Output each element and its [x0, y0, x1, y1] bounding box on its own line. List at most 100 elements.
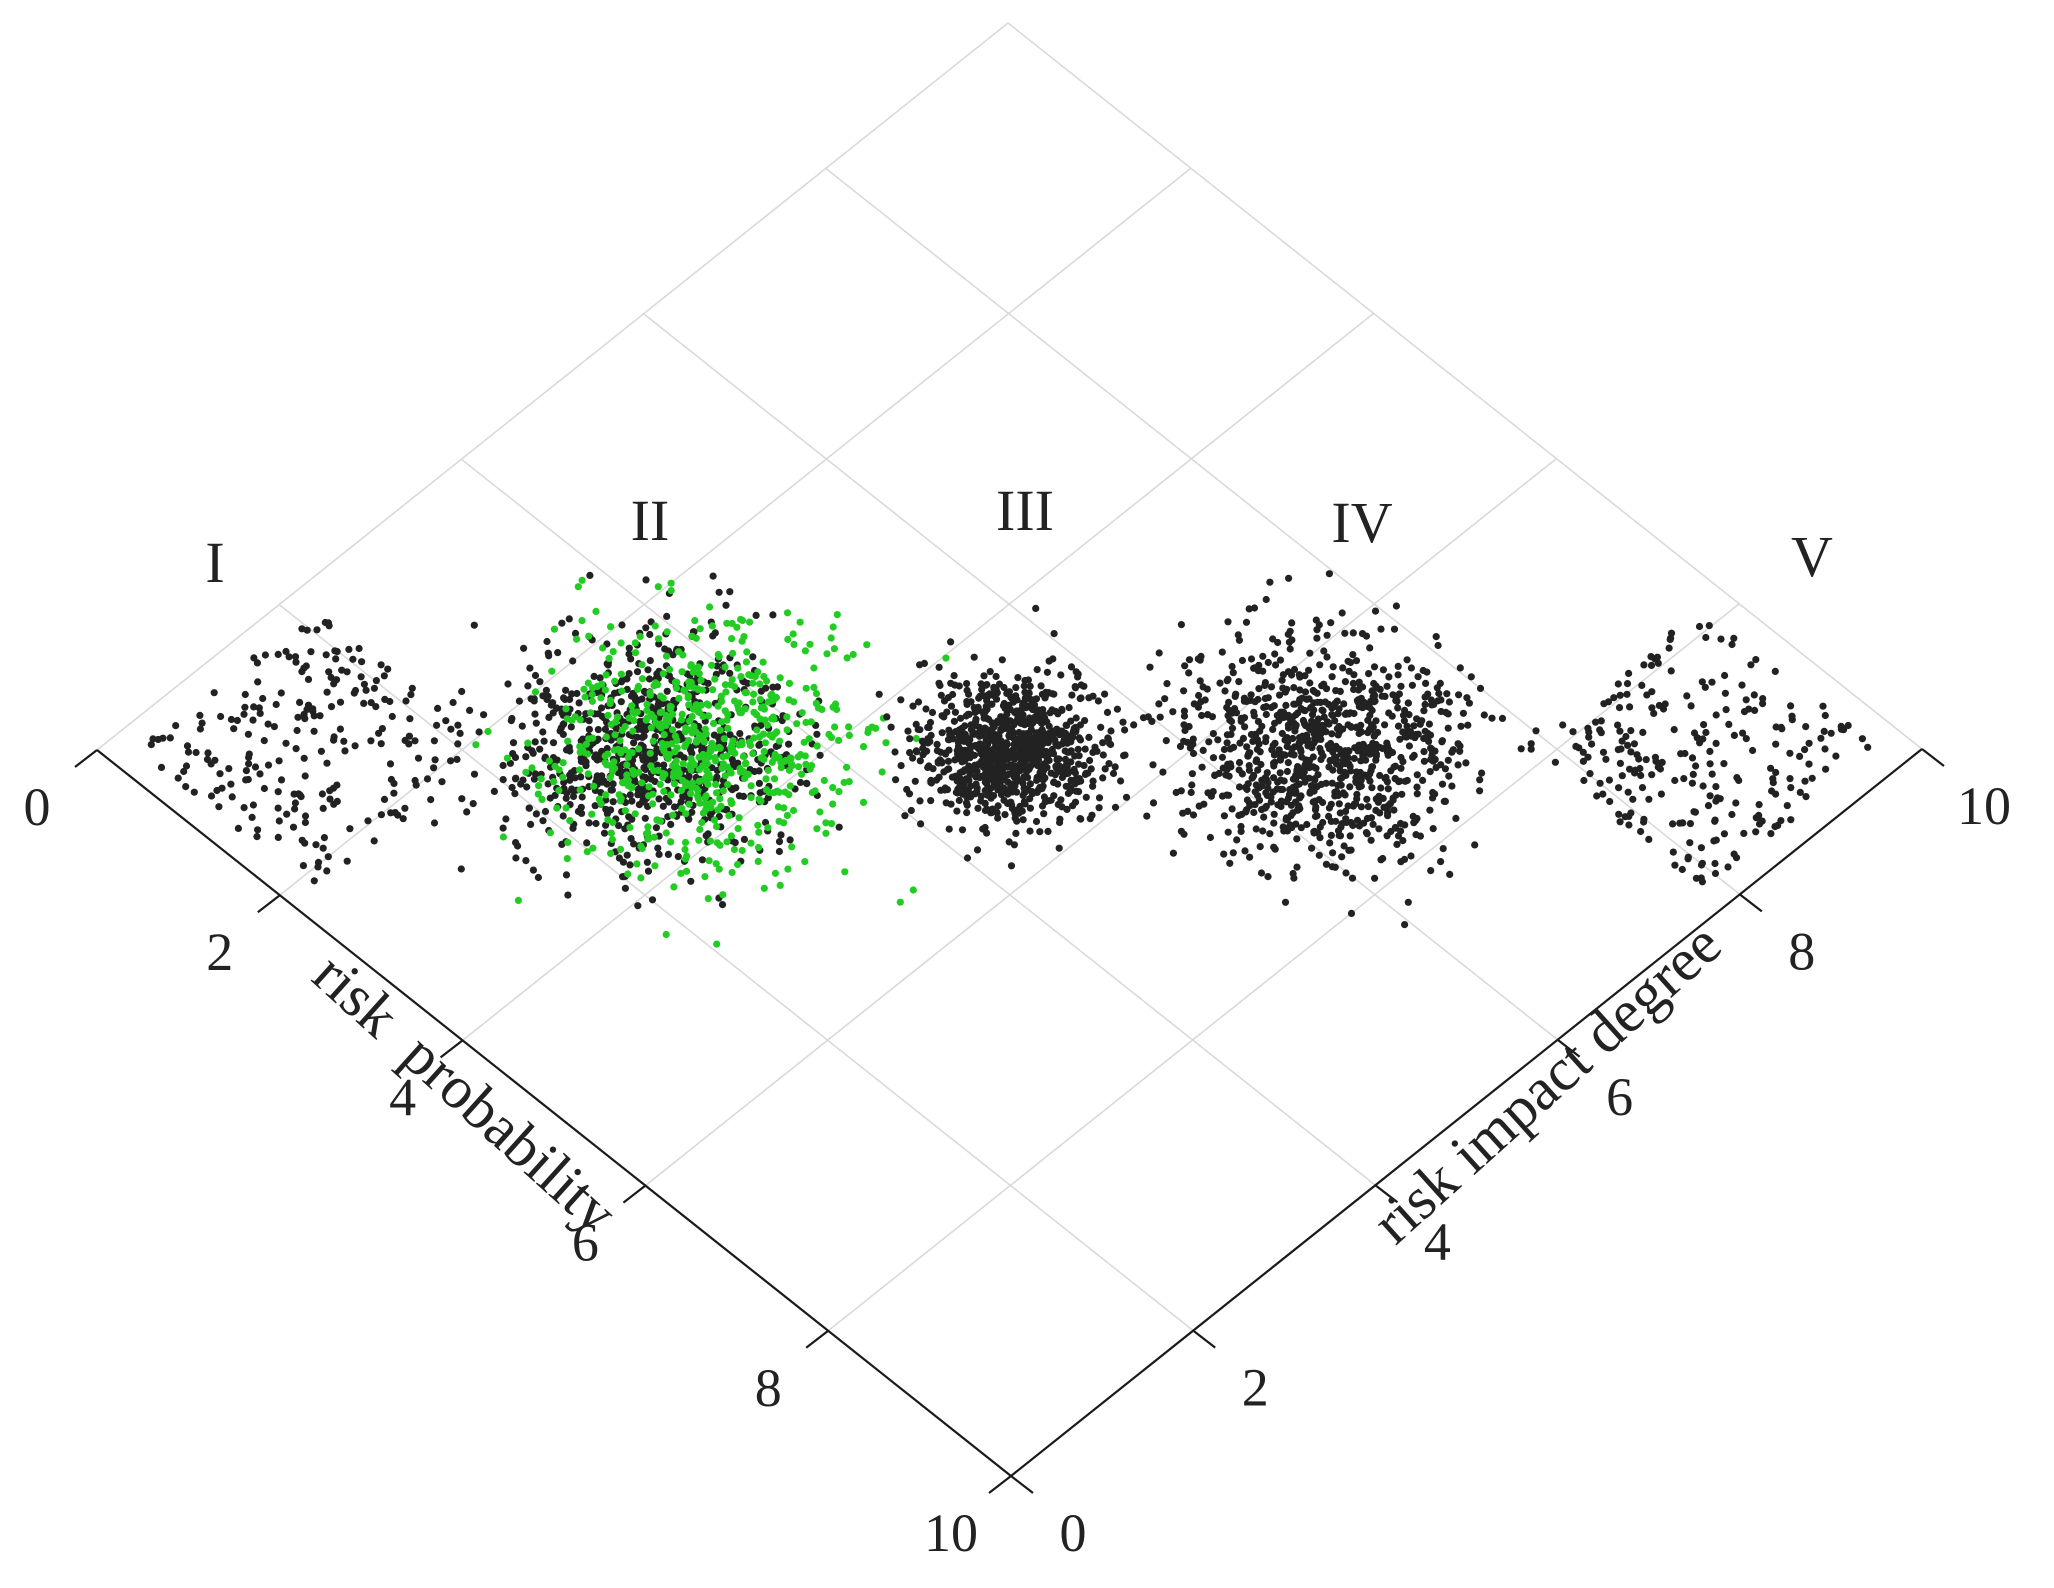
- data-point: [1405, 742, 1413, 750]
- data-point: [652, 719, 660, 727]
- data-point: [724, 780, 732, 789]
- data-point: [1260, 813, 1268, 821]
- data-point: [681, 845, 689, 854]
- data-point: [642, 765, 650, 774]
- data-point: [1169, 708, 1177, 716]
- data-point: [1069, 802, 1077, 810]
- data-point: [1400, 717, 1408, 725]
- y-tick-mark: [1192, 1329, 1216, 1349]
- data-point: [701, 873, 709, 881]
- data-point: [518, 722, 526, 730]
- data-point: [1630, 740, 1638, 748]
- data-point: [1740, 829, 1748, 838]
- data-point: [736, 730, 744, 738]
- data-point: [1058, 764, 1066, 772]
- data-point: [1699, 782, 1707, 790]
- data-point: [1239, 734, 1247, 743]
- data-point: [916, 797, 924, 805]
- data-point: [259, 694, 267, 703]
- data-point: [723, 838, 731, 846]
- data-point: [629, 767, 637, 775]
- data-point: [1048, 745, 1056, 754]
- data-point: [1416, 832, 1424, 840]
- data-point: [1455, 691, 1463, 699]
- data-point: [502, 815, 510, 823]
- data-point: [927, 731, 935, 740]
- data-point: [672, 757, 680, 765]
- data-point: [656, 780, 664, 789]
- data-point: [1274, 801, 1282, 809]
- data-point: [643, 858, 652, 866]
- data-point: [634, 791, 642, 799]
- data-point: [326, 795, 334, 803]
- data-point: [725, 812, 733, 820]
- data-point: [1783, 802, 1791, 810]
- data-point: [351, 742, 359, 750]
- data-point: [602, 821, 610, 829]
- data-point: [975, 723, 983, 731]
- data-point: [1365, 670, 1373, 678]
- data-point: [1185, 669, 1193, 677]
- y-axis-line: [1010, 748, 1923, 1477]
- data-point: [1448, 748, 1456, 756]
- data-point: [818, 705, 826, 714]
- data-point: [1420, 707, 1428, 715]
- data-point: [566, 776, 574, 784]
- data-point: [1286, 645, 1294, 653]
- data-point: [1720, 830, 1728, 838]
- data-point: [1532, 727, 1540, 735]
- data-point: [583, 839, 591, 847]
- data-point: [549, 709, 557, 717]
- data-point: [592, 819, 600, 828]
- data-point: [1616, 759, 1624, 768]
- data-point: [1316, 834, 1324, 842]
- data-point: [1081, 745, 1089, 753]
- data-point: [639, 753, 647, 761]
- data-point: [835, 788, 843, 796]
- data-point: [1648, 704, 1656, 712]
- data-point: [770, 775, 779, 783]
- data-point: [712, 860, 720, 868]
- data-point: [682, 740, 690, 749]
- data-point: [783, 713, 791, 721]
- data-point: [1031, 713, 1039, 721]
- data-point: [755, 795, 763, 803]
- data-point: [633, 668, 642, 676]
- data-point: [978, 685, 986, 694]
- data-point: [1189, 811, 1198, 819]
- data-point: [1336, 775, 1345, 783]
- data-point: [1350, 800, 1358, 808]
- data-point: [1026, 795, 1034, 803]
- data-point: [1259, 652, 1267, 660]
- data-point: [1002, 702, 1010, 711]
- data-point: [1404, 699, 1412, 707]
- data-point: [1237, 717, 1245, 725]
- data-point: [1374, 728, 1382, 737]
- data-point: [576, 716, 584, 724]
- data-point: [1027, 721, 1035, 729]
- data-point: [963, 809, 971, 817]
- data-point: [341, 747, 349, 755]
- data-point: [1422, 734, 1430, 743]
- data-point: [728, 635, 736, 643]
- data-point: [849, 650, 857, 659]
- data-point: [456, 729, 464, 738]
- data-point: [1434, 641, 1442, 650]
- data-point: [1437, 858, 1445, 866]
- data-point: [1068, 777, 1076, 785]
- data-point: [762, 684, 770, 692]
- data-point: [1088, 811, 1096, 819]
- data-point: [1580, 776, 1588, 785]
- data-point: [1012, 829, 1020, 838]
- data-point: [734, 664, 742, 672]
- data-point: [1821, 711, 1829, 720]
- data-point: [1241, 723, 1249, 731]
- y-tick-mark: [1739, 893, 1763, 913]
- data-point: [1355, 774, 1363, 782]
- data-point: [1250, 664, 1258, 672]
- data-point: [300, 754, 308, 762]
- data-point: [981, 772, 989, 780]
- data-point: [298, 836, 306, 844]
- data-point: [593, 772, 601, 780]
- data-point: [1231, 705, 1239, 713]
